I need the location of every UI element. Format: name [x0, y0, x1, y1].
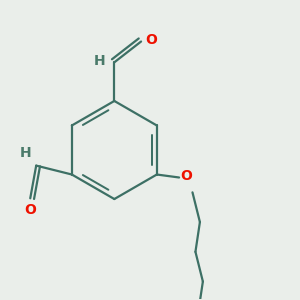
Text: O: O [181, 169, 193, 183]
Text: O: O [24, 203, 36, 217]
Text: O: O [146, 33, 158, 47]
Text: H: H [94, 54, 105, 68]
Text: H: H [20, 146, 32, 160]
